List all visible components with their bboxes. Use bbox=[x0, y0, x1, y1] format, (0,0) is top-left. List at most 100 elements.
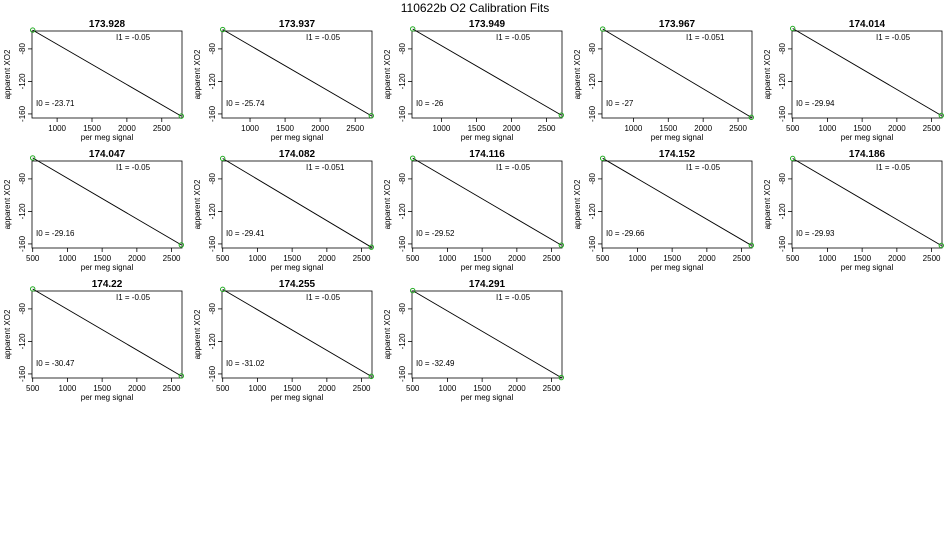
x-tick-label: 1000 bbox=[819, 124, 837, 133]
data-point bbox=[599, 26, 606, 32]
x-axis-label: per meg signal bbox=[841, 263, 894, 272]
y-tick-label: -80 bbox=[778, 43, 787, 55]
y-tick-label: -120 bbox=[398, 73, 407, 90]
data-point bbox=[368, 244, 375, 250]
x-axis-label: per meg signal bbox=[81, 393, 134, 402]
y-axis-label: apparent XO2 bbox=[193, 179, 202, 229]
panel-title: 173.967 bbox=[659, 19, 696, 30]
x-tick-label: 1500 bbox=[283, 254, 301, 263]
annotation-i1: I1 = -0.05 bbox=[876, 33, 911, 42]
plot-frame bbox=[221, 30, 373, 119]
annotation-i0: I0 = -26 bbox=[416, 99, 444, 108]
x-tick-label: 1000 bbox=[59, 384, 77, 393]
data-point bbox=[409, 287, 416, 294]
fit-line bbox=[412, 28, 562, 116]
chart-panel: 174.116 500 1000 1500 2000 2500 -80 -120 -160 per… bbox=[383, 149, 565, 272]
annotation-i0: I0 = -25.74 bbox=[226, 99, 265, 108]
y-tick-label: -120 bbox=[208, 73, 217, 90]
panel-title: 173.928 bbox=[89, 19, 126, 30]
y-tick-label: -120 bbox=[778, 73, 787, 90]
annotation-i0: I0 = -32.49 bbox=[416, 359, 455, 368]
x-tick-label: 2000 bbox=[311, 124, 329, 133]
y-tick-label: -160 bbox=[398, 105, 407, 122]
data-point bbox=[748, 114, 755, 121]
x-tick-label: 1500 bbox=[283, 384, 301, 393]
y-tick-label: -80 bbox=[398, 303, 407, 315]
x-tick-label: 1500 bbox=[663, 254, 681, 263]
x-axis-label: per meg signal bbox=[651, 263, 704, 272]
data-point bbox=[29, 286, 36, 292]
x-tick-label: 500 bbox=[216, 384, 230, 393]
plot-frame bbox=[31, 30, 183, 119]
plot-frame bbox=[411, 160, 563, 249]
chart-panel: 173.937 1000 1500 2000 2500 -80 -120 -160 per me… bbox=[193, 19, 374, 142]
y-tick-label: -120 bbox=[18, 333, 27, 350]
chart-panel: 174.047 500 1000 1500 2000 2500 -80 -120 -160 per… bbox=[3, 149, 185, 272]
x-tick-label: 2500 bbox=[538, 124, 556, 133]
annotation-i0: I0 = -29.66 bbox=[606, 229, 645, 238]
x-axis-label: per meg signal bbox=[461, 393, 514, 402]
y-tick-label: -160 bbox=[18, 235, 27, 252]
annotation-i0: I0 = -23.71 bbox=[36, 99, 75, 108]
y-tick-label: -80 bbox=[208, 303, 217, 315]
annotation-i1: I1 = -0.05 bbox=[306, 33, 341, 42]
x-tick-label: 500 bbox=[26, 254, 40, 263]
y-tick-label: -120 bbox=[208, 203, 217, 220]
annotation-i1: I1 = -0.05 bbox=[496, 33, 531, 42]
y-tick-label: -80 bbox=[208, 43, 217, 55]
x-tick-label: 2000 bbox=[128, 384, 146, 393]
x-tick-label: 2500 bbox=[163, 384, 181, 393]
x-tick-label: 1000 bbox=[249, 254, 267, 263]
annotation-i1: I1 = -0.05 bbox=[116, 163, 151, 172]
y-tick-label: -80 bbox=[588, 173, 597, 185]
data-point bbox=[409, 155, 416, 161]
y-tick-label: -80 bbox=[208, 173, 217, 185]
x-axis-label: per meg signal bbox=[81, 133, 134, 142]
plot-frame bbox=[221, 160, 373, 249]
annotation-i0: I0 = -31.02 bbox=[226, 359, 265, 368]
y-axis-label: apparent XO2 bbox=[193, 49, 202, 99]
panel-title: 174.291 bbox=[469, 279, 506, 290]
x-axis-label: per meg signal bbox=[461, 133, 514, 142]
plot-frame bbox=[221, 290, 373, 379]
x-axis-label: per meg signal bbox=[461, 263, 514, 272]
y-tick-label: -80 bbox=[18, 173, 27, 185]
x-tick-label: 500 bbox=[786, 124, 800, 133]
x-tick-label: 2000 bbox=[503, 124, 521, 133]
panel-title: 174.082 bbox=[279, 149, 316, 160]
x-tick-label: 2000 bbox=[318, 384, 336, 393]
y-tick-label: -120 bbox=[778, 203, 787, 220]
x-tick-label: 1500 bbox=[276, 124, 294, 133]
y-tick-label: -80 bbox=[778, 173, 787, 185]
y-tick-label: -160 bbox=[208, 105, 217, 122]
fit-line bbox=[412, 290, 562, 378]
annotation-i0: I0 = -29.93 bbox=[796, 229, 835, 238]
x-axis-label: per meg signal bbox=[271, 263, 324, 272]
annotation-i0: I0 = -29.16 bbox=[36, 229, 75, 238]
data-point bbox=[368, 113, 374, 119]
y-tick-label: -160 bbox=[18, 365, 27, 382]
x-axis-label: per meg signal bbox=[271, 133, 324, 142]
data-point bbox=[178, 373, 185, 379]
x-tick-label: 500 bbox=[26, 384, 40, 393]
y-axis-label: apparent XO2 bbox=[573, 49, 582, 99]
data-point bbox=[748, 242, 755, 249]
y-axis-label: apparent XO2 bbox=[193, 309, 202, 359]
x-tick-label: 1000 bbox=[433, 124, 451, 133]
panel-title: 174.255 bbox=[279, 279, 316, 290]
y-tick-label: -160 bbox=[18, 105, 27, 122]
panel-title: 174.014 bbox=[849, 19, 886, 30]
x-tick-label: 2500 bbox=[733, 254, 751, 263]
annotation-i1: I1 = -0.051 bbox=[306, 163, 345, 172]
x-tick-label: 500 bbox=[406, 384, 420, 393]
data-point bbox=[219, 155, 226, 162]
data-point bbox=[558, 112, 564, 118]
x-tick-label: 2500 bbox=[923, 254, 941, 263]
x-tick-label: 1000 bbox=[48, 124, 66, 133]
data-point bbox=[29, 155, 36, 161]
x-tick-label: 2500 bbox=[346, 124, 364, 133]
x-tick-label: 2000 bbox=[318, 254, 336, 263]
y-tick-label: -160 bbox=[398, 365, 407, 382]
y-tick-label: -120 bbox=[208, 333, 217, 350]
